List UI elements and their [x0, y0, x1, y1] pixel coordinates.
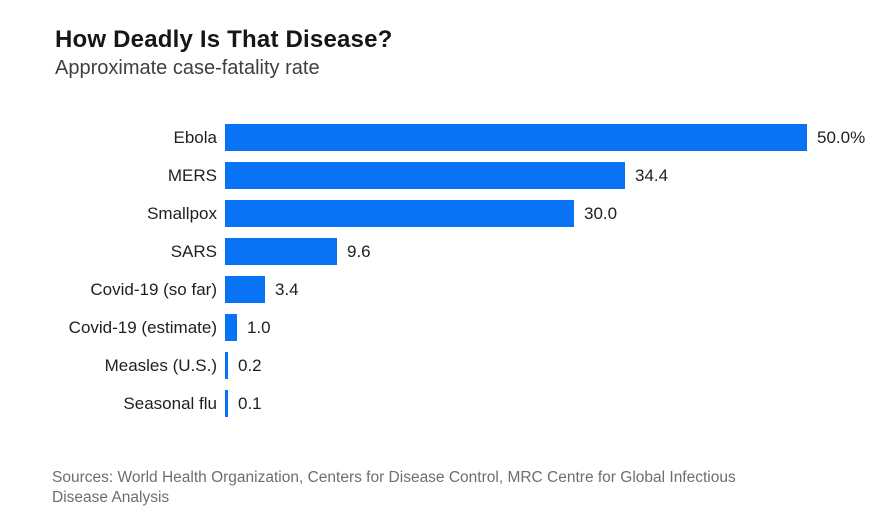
- sources-note: Sources: World Health Organization, Cent…: [52, 468, 736, 508]
- bar: [225, 124, 807, 151]
- sources-line-1: Sources: World Health Organization, Cent…: [52, 469, 736, 486]
- chart-row: Smallpox 30.0: [30, 200, 870, 227]
- value-label: 50.0%: [817, 127, 866, 147]
- bar-chart: Ebola 50.0% MERS 34.4 Smallpox 30.0 SARS 9.6 Cov…: [30, 124, 870, 428]
- bar-area: 3.4: [225, 276, 870, 303]
- bar-area: 30.0: [225, 200, 870, 227]
- value-label: 0.1: [238, 393, 262, 413]
- value-label: 3.4: [275, 279, 299, 299]
- chart-row: Measles (U.S.) 0.2: [30, 352, 870, 379]
- category-label: Covid-19 (estimate): [68, 317, 217, 337]
- value-label: 9.6: [347, 241, 371, 261]
- value-label: 0.2: [238, 355, 262, 375]
- chart-row: Covid-19 (so far) 3.4: [30, 276, 870, 303]
- page-title: How Deadly Is That Disease?: [55, 26, 393, 53]
- bar: [225, 276, 265, 303]
- bar-area: 50.0%: [225, 124, 870, 151]
- bar-area: 0.1: [225, 390, 870, 417]
- bar: [225, 390, 228, 417]
- value-label: 34.4: [635, 165, 669, 185]
- bar-area: 9.6: [225, 238, 870, 265]
- chart-row: Seasonal flu 0.1: [30, 390, 870, 417]
- chart-row: MERS 34.4: [30, 162, 870, 189]
- category-label: SARS: [170, 241, 217, 261]
- chart-row: SARS 9.6: [30, 238, 870, 265]
- chart-subtitle: Approximate case-fatality rate: [55, 57, 320, 79]
- bar: [225, 200, 574, 227]
- bar: [225, 314, 237, 341]
- sources-line-2: Disease Analysis: [52, 489, 170, 506]
- chart-row: Covid-19 (estimate) 1.0: [30, 314, 870, 341]
- bar-area: 34.4: [225, 162, 870, 189]
- bar: [225, 352, 228, 379]
- value-label: 1.0: [247, 317, 271, 337]
- chart-row: Ebola 50.0%: [30, 124, 870, 151]
- category-label: Smallpox: [147, 203, 217, 223]
- category-label: Ebola: [173, 127, 217, 147]
- category-label: Covid-19 (so far): [90, 279, 217, 299]
- bar: [225, 238, 337, 265]
- category-label: Measles (U.S.): [104, 355, 217, 375]
- bar-area: 1.0: [225, 314, 870, 341]
- category-label: MERS: [167, 165, 217, 185]
- bar: [225, 162, 625, 189]
- value-label: 30.0: [584, 203, 618, 223]
- category-label: Seasonal flu: [123, 393, 217, 413]
- bar-area: 0.2: [225, 352, 870, 379]
